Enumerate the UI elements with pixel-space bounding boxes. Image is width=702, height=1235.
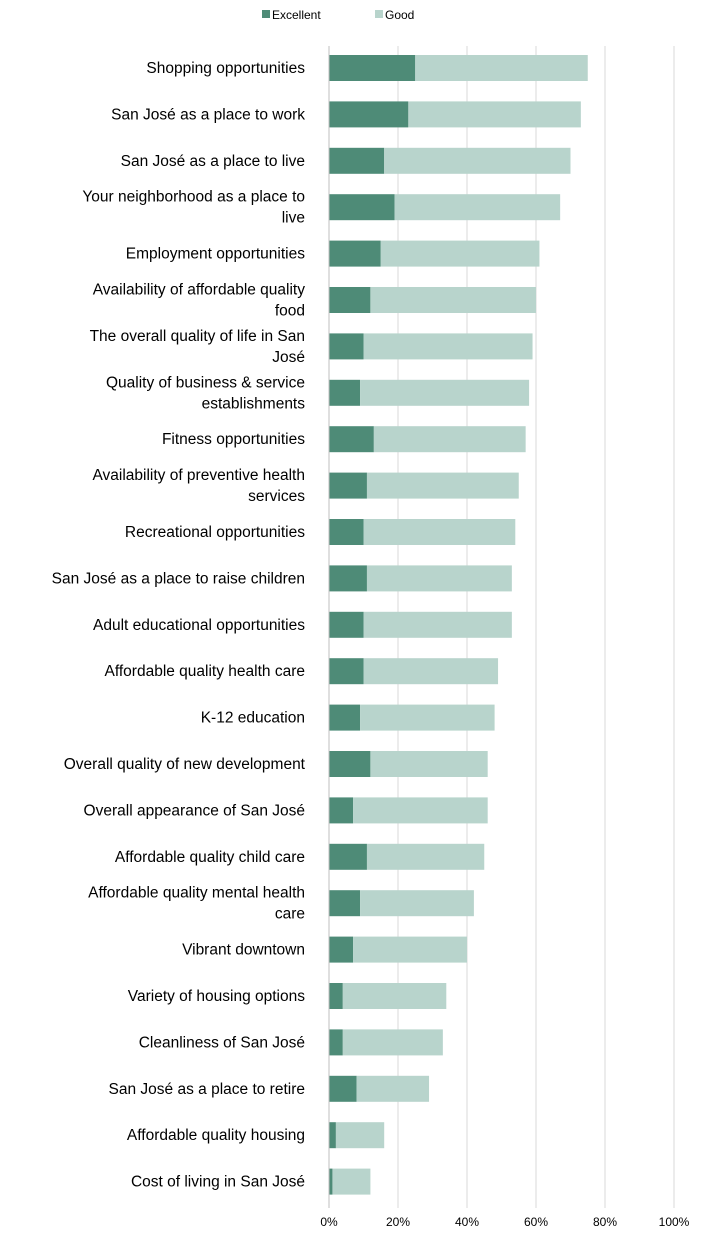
bar-excellent bbox=[329, 890, 361, 917]
bar-good bbox=[370, 751, 488, 777]
category-label: K-12 education bbox=[201, 710, 305, 727]
bar-excellent bbox=[329, 1122, 336, 1149]
bar-excellent bbox=[329, 658, 364, 685]
bar-excellent bbox=[329, 751, 371, 777]
category-label: San José as a place to work bbox=[111, 106, 305, 123]
bar-excellent bbox=[329, 1168, 333, 1195]
x-tick-label: 0% bbox=[320, 1215, 338, 1229]
bar-good bbox=[366, 472, 519, 499]
category-label: Cost of living in San José bbox=[131, 1174, 305, 1191]
bar-excellent bbox=[329, 519, 364, 545]
bar-good bbox=[342, 983, 447, 1009]
bar-excellent bbox=[329, 611, 364, 638]
bar-excellent bbox=[329, 472, 367, 499]
category-label: San José as a place to raise children bbox=[52, 570, 305, 587]
category-label: Availability of affordable quality food bbox=[93, 282, 306, 320]
bar-good bbox=[356, 1075, 430, 1102]
category-label: Shopping opportunities bbox=[146, 60, 305, 77]
category-label: Overall quality of new development bbox=[64, 756, 306, 773]
bar-good bbox=[363, 658, 499, 685]
category-label: Affordable quality mental health care bbox=[88, 885, 305, 923]
bar-excellent bbox=[329, 333, 364, 360]
x-tick-label: 20% bbox=[386, 1215, 410, 1229]
category-label: Fitness opportunities bbox=[162, 431, 305, 448]
bar-excellent bbox=[329, 983, 343, 1009]
bar-good bbox=[380, 240, 540, 267]
category-label: Vibrant downtown bbox=[182, 942, 305, 959]
category-label: Quality of business & service establishme… bbox=[106, 374, 305, 412]
bar-good bbox=[415, 55, 588, 81]
bar-excellent bbox=[329, 936, 354, 963]
bar-good bbox=[373, 426, 526, 453]
legend: Excellent Good bbox=[262, 8, 414, 22]
category-label: Adult educational opportunities bbox=[93, 617, 305, 634]
bar-excellent bbox=[329, 843, 367, 870]
legend-swatch bbox=[375, 10, 383, 18]
bar-good bbox=[360, 379, 530, 406]
bar-good bbox=[332, 1168, 371, 1195]
bar-excellent bbox=[329, 101, 409, 128]
legend-item-good: Good bbox=[375, 8, 414, 22]
bar-good bbox=[363, 519, 516, 545]
x-tick-label: 80% bbox=[593, 1215, 617, 1229]
category-label: Variety of housing options bbox=[128, 988, 305, 1005]
bar-good bbox=[353, 936, 467, 963]
gridlines bbox=[397, 46, 675, 1208]
bar-excellent bbox=[329, 565, 367, 592]
bar-excellent bbox=[329, 55, 416, 81]
bar-good bbox=[408, 101, 581, 128]
bar-excellent bbox=[329, 379, 361, 406]
category-label: San José as a place to live bbox=[121, 153, 305, 170]
bar-excellent bbox=[329, 1075, 357, 1102]
bar-good bbox=[360, 890, 474, 917]
category-label: The overall quality of life in San José bbox=[90, 328, 305, 366]
legend-label: Excellent bbox=[272, 8, 321, 22]
category-label: Availability of preventive health service… bbox=[92, 467, 305, 505]
legend-item-excellent: Excellent bbox=[262, 8, 321, 22]
bar-good bbox=[366, 843, 485, 870]
bars bbox=[329, 55, 588, 1195]
bar-excellent bbox=[329, 287, 371, 313]
bar-excellent bbox=[329, 797, 354, 824]
category-label: Affordable quality health care bbox=[105, 663, 306, 680]
category-label: San José as a place to retire bbox=[109, 1081, 305, 1098]
bar-good bbox=[366, 565, 512, 592]
bar-excellent bbox=[329, 240, 381, 267]
bar-good bbox=[384, 147, 571, 174]
bar-excellent bbox=[329, 1029, 343, 1056]
x-tick-label: 100% bbox=[659, 1215, 690, 1229]
x-axis-tick-labels: 0% 20% 40% 60% 80% 100% bbox=[320, 1215, 689, 1229]
bar-excellent bbox=[329, 147, 385, 174]
category-label: Cleanliness of San José bbox=[139, 1034, 305, 1051]
bar-good bbox=[370, 287, 536, 313]
bar-good bbox=[360, 704, 495, 731]
bar-excellent bbox=[329, 704, 361, 731]
category-label: Affordable quality housing bbox=[127, 1127, 305, 1144]
category-label: Employment opportunities bbox=[126, 246, 305, 263]
bar-good bbox=[342, 1029, 443, 1056]
bar-excellent bbox=[329, 194, 395, 221]
bar-good bbox=[394, 194, 561, 221]
category-label: Your neighborhood as a place to live bbox=[82, 189, 305, 227]
bar-good bbox=[363, 333, 533, 360]
x-tick-label: 40% bbox=[455, 1215, 479, 1229]
legend-swatch bbox=[262, 10, 270, 18]
category-label: Overall appearance of San José bbox=[84, 802, 305, 819]
bar-good bbox=[363, 611, 512, 638]
bar-excellent bbox=[329, 426, 374, 453]
category-label: Affordable quality child care bbox=[115, 849, 305, 866]
bar-good bbox=[353, 797, 488, 824]
category-labels: Shopping opportunities San José as a plac… bbox=[52, 60, 306, 1191]
x-tick-label: 60% bbox=[524, 1215, 548, 1229]
bar-good bbox=[335, 1122, 385, 1149]
category-label: Recreational opportunities bbox=[125, 524, 305, 541]
legend-label: Good bbox=[385, 8, 414, 22]
